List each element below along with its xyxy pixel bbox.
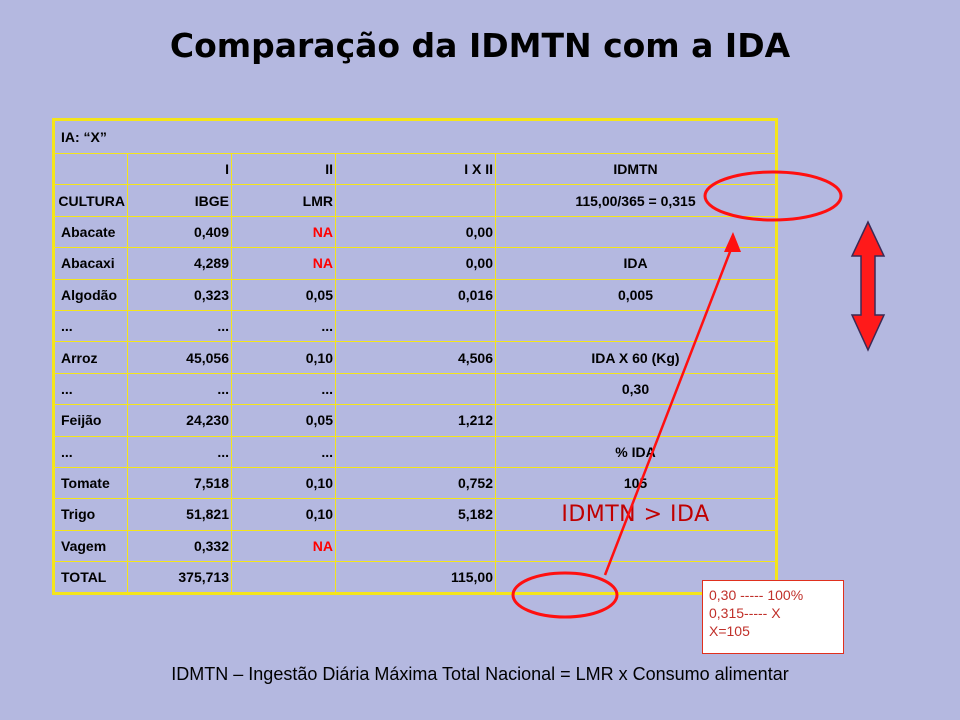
note-line-1: 0,30 ----- 100% xyxy=(709,587,804,603)
calculation-note: 0,30 ----- 100% 0,315----- X X=105 xyxy=(702,580,844,654)
connector-line xyxy=(603,243,735,576)
cell-cultura: Feijão xyxy=(53,404,128,437)
connector-arrowhead xyxy=(724,232,741,252)
subheader-lmr: LMR xyxy=(231,184,336,217)
comparison-table: IA: “X” I II I X II IDMTN CULTURA IBGE L… xyxy=(52,118,778,596)
cell-side xyxy=(495,404,777,437)
cell-side xyxy=(495,309,777,343)
cell-ixii: 0,00 xyxy=(335,247,496,280)
cell-ibge: ... xyxy=(127,435,232,468)
table-row: Algodão 0,323 0,05 0,016 0,005 xyxy=(53,278,777,311)
cell-side xyxy=(495,529,777,563)
table-row: Arroz 45,056 0,10 4,506 IDA X 60 (Kg) xyxy=(53,341,777,374)
cell-side: % IDA xyxy=(495,435,777,468)
cell-lmr: NA xyxy=(231,247,336,280)
cell-side: IDMTN > IDA xyxy=(495,498,777,531)
cell-ixii: 1,212 xyxy=(335,404,496,437)
table-subheader-row: CULTURA IBGE LMR 115,00/365 = 0,315 xyxy=(53,184,777,217)
cell-cultura: ... xyxy=(53,372,128,406)
cell-ibge: ... xyxy=(127,372,232,406)
cell-cultura: ... xyxy=(53,435,128,468)
subheader-idmtn-calc: 115,00/365 = 0,315 xyxy=(495,184,777,217)
note-line-3: X=105 xyxy=(709,623,750,639)
cell-ixii: 0,016 xyxy=(335,278,496,311)
table-row: Vagem 0,332 NA xyxy=(53,529,777,563)
cell-cultura: Arroz xyxy=(53,341,128,374)
cell-ixii: 4,506 xyxy=(335,341,496,374)
col-header-idmtn: IDMTN xyxy=(495,152,777,186)
cell-cultura: Tomate xyxy=(53,466,128,500)
cell-lmr: ... xyxy=(231,309,336,343)
cell-side: 0,005 xyxy=(495,278,777,311)
subheader-cultura: CULTURA xyxy=(53,184,128,217)
cell-cultura: TOTAL xyxy=(53,561,128,595)
note-line-2: 0,315----- X xyxy=(709,605,781,621)
page-title: Comparação da IDMTN com a IDA xyxy=(169,26,791,65)
cell-lmr: 0,10 xyxy=(231,498,336,531)
cell-lmr: 0,05 xyxy=(231,278,336,311)
cell-ibge: 7,518 xyxy=(127,466,232,500)
cell-side: IDA X 60 (Kg) xyxy=(495,341,777,374)
footer-definition: IDMTN – Ingestão Diária Máxima Total Nac… xyxy=(171,664,789,684)
cell-ixii: 5,182 xyxy=(335,498,496,531)
table-row: Feijão 24,230 0,05 1,212 xyxy=(53,404,777,437)
cell-ibge: 0,332 xyxy=(127,529,232,563)
cell-ixii xyxy=(335,529,496,563)
idmtn-highlight-circle xyxy=(703,170,843,222)
cell-cultura: Vagem xyxy=(53,529,128,563)
double-arrow-icon xyxy=(850,220,886,352)
cell-ibge: 4,289 xyxy=(127,247,232,280)
cell-ixii xyxy=(335,372,496,406)
table-row: Abacaxi 4,289 NA 0,00 IDA xyxy=(53,247,777,280)
cell-ixii: 115,00 xyxy=(335,561,496,595)
cell-ixii xyxy=(335,309,496,343)
total-highlight-circle xyxy=(511,571,619,619)
table-row: ......... xyxy=(53,309,777,343)
cell-lmr: 0,10 xyxy=(231,341,336,374)
cell-lmr: 0,10 xyxy=(231,466,336,500)
table-row: TOTAL 375,713 115,00 xyxy=(53,561,777,595)
subheader-ibge: IBGE xyxy=(127,184,232,217)
table-row: Tomate 7,518 0,10 0,752 105 xyxy=(53,466,777,500)
cell-ibge: 375,713 xyxy=(127,561,232,595)
cell-ibge: 24,230 xyxy=(127,404,232,437)
table-row: Trigo 51,821 0,10 5,182 IDMTN > IDA xyxy=(53,498,777,531)
table-row: Abacate 0,409 NA 0,00 xyxy=(53,215,777,249)
cell-lmr: NA xyxy=(231,529,336,563)
cell-cultura: Abacate xyxy=(53,215,128,249)
cell-lmr xyxy=(231,561,336,595)
subheader-empty xyxy=(335,184,496,217)
